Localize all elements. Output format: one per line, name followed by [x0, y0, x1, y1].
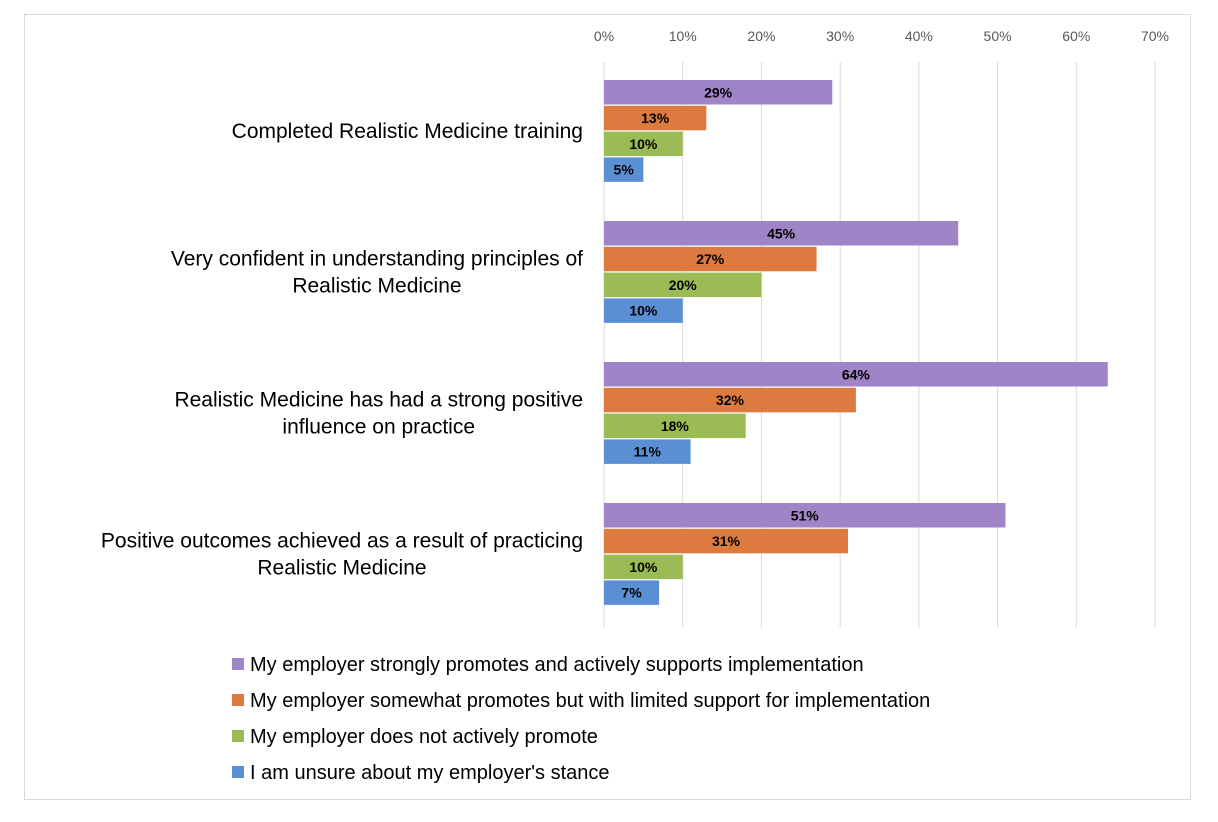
data-label: 51% — [791, 507, 820, 523]
legend-label: My employer does not actively promote — [250, 726, 598, 748]
legend-swatch — [232, 766, 244, 778]
x-tick-label: 0% — [594, 28, 614, 44]
legend-swatch — [232, 694, 244, 706]
data-label: 18% — [661, 418, 690, 434]
category-label-line: Realistic Medicine — [292, 274, 461, 297]
category-label-line: Positive outcomes achieved as a result o… — [101, 529, 583, 552]
data-label: 20% — [669, 277, 698, 293]
bar — [604, 528, 849, 554]
category-label-line: Very confident in understanding principl… — [171, 247, 583, 270]
data-label: 32% — [716, 392, 745, 408]
legend-label: I am unsure about my employer's stance — [250, 762, 610, 784]
x-tick-label: 60% — [1062, 28, 1090, 44]
category-label: Very confident in understanding principl… — [171, 247, 583, 297]
bar — [604, 503, 1006, 528]
bar — [604, 413, 746, 439]
data-label: 45% — [767, 225, 796, 241]
data-label: 31% — [712, 533, 741, 549]
x-tick-label: 10% — [669, 28, 697, 44]
bar — [604, 580, 660, 605]
bar — [604, 131, 683, 157]
bar — [604, 80, 833, 105]
bar — [604, 554, 683, 580]
category-label-line: Realistic Medicine has had a strong posi… — [174, 388, 583, 411]
data-label: 11% — [634, 444, 662, 460]
data-label: 13% — [641, 110, 670, 126]
legend-swatch — [232, 730, 244, 742]
bar — [604, 439, 691, 464]
data-label: 27% — [696, 251, 725, 267]
bar — [604, 246, 817, 272]
bar — [604, 272, 762, 298]
data-label: 64% — [842, 366, 871, 382]
category-label: Positive outcomes achieved as a result o… — [101, 529, 583, 579]
bar — [604, 298, 683, 323]
x-tick-label: 30% — [826, 28, 854, 44]
data-label: 7% — [621, 585, 642, 601]
category-label: Completed Realistic Medicine training — [232, 120, 583, 143]
category-label-line: Completed Realistic Medicine training — [232, 120, 583, 143]
data-label: 5% — [614, 162, 635, 178]
category-label-line: Realistic Medicine — [257, 556, 426, 579]
bar — [604, 221, 959, 246]
bar — [604, 157, 644, 182]
bar — [604, 105, 707, 131]
category-label-line: influence on practice — [282, 415, 475, 438]
x-tick-label: 50% — [984, 28, 1012, 44]
bar — [604, 387, 856, 413]
data-label: 10% — [629, 303, 658, 319]
bar — [604, 362, 1108, 387]
x-tick-label: 70% — [1141, 28, 1169, 44]
data-label: 29% — [704, 84, 733, 100]
x-tick-label: 40% — [905, 28, 933, 44]
x-tick-label: 20% — [747, 28, 775, 44]
data-label: 10% — [629, 136, 658, 152]
data-label: 10% — [629, 559, 658, 575]
legend-swatch — [232, 658, 244, 670]
category-label: Realistic Medicine has had a strong posi… — [174, 388, 583, 438]
legend-label: My employer somewhat promotes but with l… — [250, 690, 930, 712]
legend-label: My employer strongly promotes and active… — [250, 654, 864, 676]
